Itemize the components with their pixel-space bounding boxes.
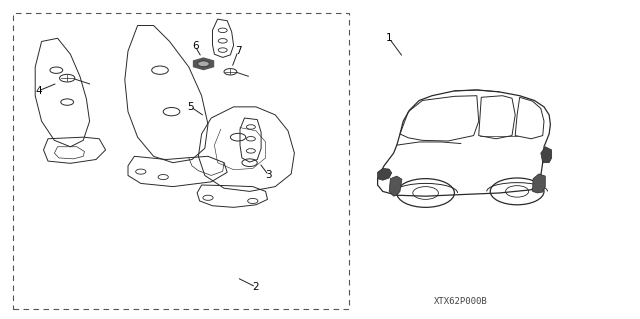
Polygon shape [389,176,402,196]
Text: 7: 7 [235,46,241,56]
Text: 6: 6 [192,41,198,51]
Polygon shape [193,58,214,70]
Text: 2: 2 [253,282,259,292]
Text: 4: 4 [35,86,42,96]
Text: 5: 5 [188,102,194,112]
Circle shape [198,61,209,67]
Polygon shape [532,174,545,193]
Text: 3: 3 [266,170,272,181]
Text: 1: 1 [386,33,392,43]
Polygon shape [541,147,552,163]
Text: XTX62P000B: XTX62P000B [434,297,488,306]
Bar [13,13,349,309]
Polygon shape [378,168,392,180]
